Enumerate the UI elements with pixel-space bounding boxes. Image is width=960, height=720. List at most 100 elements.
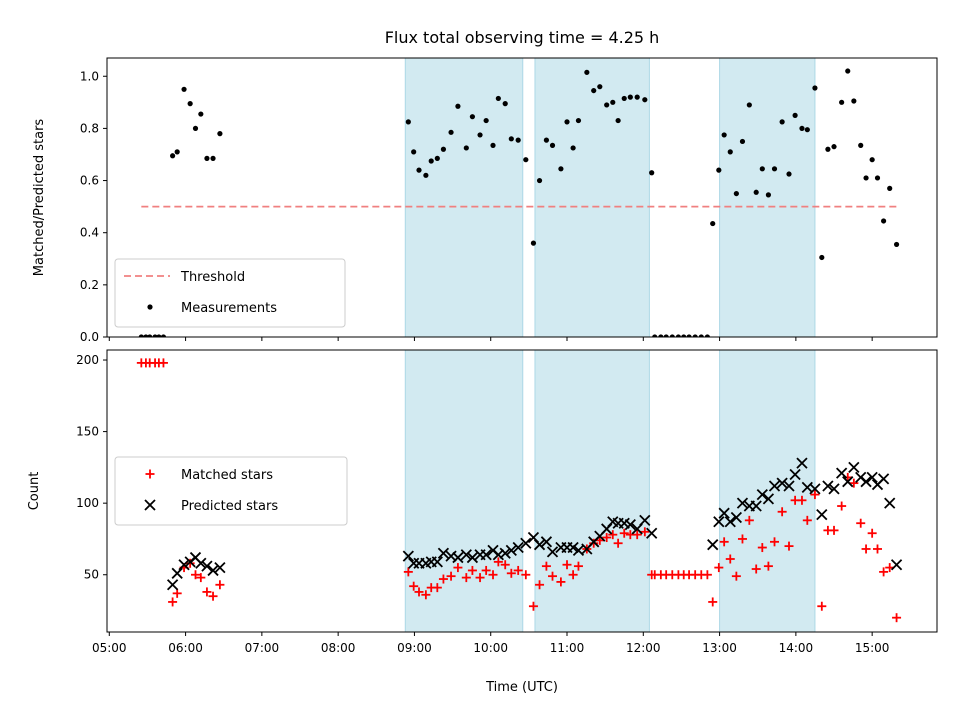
data-point [198, 111, 204, 117]
data-point-plus [215, 580, 225, 590]
data-point-plus [770, 537, 780, 547]
data-point [681, 334, 687, 337]
data-point [490, 142, 496, 148]
data-point-plus [461, 573, 471, 583]
y-tick-label: 200 [76, 353, 99, 367]
data-point-x [756, 488, 768, 501]
data-point [495, 95, 501, 102]
legend-marker [145, 469, 155, 479]
data-point-plus [867, 528, 877, 538]
data-point-x [520, 537, 532, 549]
data-point-x [713, 516, 725, 528]
axes-frame [106, 57, 938, 338]
data-point-plus [879, 567, 889, 577]
data-point-plus [158, 358, 168, 368]
data-point [610, 99, 616, 105]
data-point-plus [506, 568, 516, 578]
data-point [831, 144, 837, 150]
y-tick-label: 50 [84, 568, 99, 582]
data-point-plus [608, 530, 618, 540]
y-tick-label: 0.8 [80, 121, 99, 135]
data-point [634, 94, 640, 100]
data-point-plus [409, 581, 419, 591]
legend-marker [147, 304, 153, 310]
data-point [652, 334, 658, 337]
data-point-x [540, 536, 553, 548]
data-point [658, 334, 664, 337]
data-point [604, 102, 610, 108]
data-point [549, 142, 556, 148]
data-point [799, 125, 805, 132]
data-point [463, 145, 469, 151]
data-point [663, 334, 669, 337]
data-point [502, 101, 508, 107]
data-point-x [402, 550, 414, 562]
y-tick-label: 150 [76, 425, 99, 439]
data-point [642, 97, 648, 103]
data-point-x [195, 557, 207, 569]
data-point-plus [837, 501, 847, 511]
y-tick-label: 0.2 [80, 278, 99, 292]
data-point-plus [438, 574, 448, 584]
data-point-x [646, 527, 658, 539]
data-point-x [408, 557, 420, 569]
data-point-plus [714, 563, 724, 573]
data-point-x [776, 477, 788, 489]
data-point [765, 192, 772, 198]
data-point-plus [725, 554, 735, 564]
data-point-plus [702, 570, 712, 580]
data-point [858, 142, 864, 148]
data-point-x [171, 567, 183, 579]
data-point [874, 175, 881, 181]
series-matched-stars [136, 358, 902, 623]
data-point [440, 146, 447, 152]
data-point-x [718, 507, 730, 519]
data-point-x [201, 560, 213, 572]
data-point-plus [208, 591, 218, 601]
data-point-x [768, 480, 781, 492]
legend-label: Predicted stars [181, 499, 278, 514]
data-point [515, 137, 521, 143]
data-point-x [480, 549, 492, 561]
data-point-plus [797, 495, 807, 505]
data-point [692, 334, 698, 337]
legend-label: Measurements [181, 301, 277, 316]
data-point [627, 94, 633, 100]
data-point [710, 220, 716, 227]
data-point [508, 136, 514, 142]
data-point-x [639, 514, 651, 526]
data-point-plus [403, 567, 413, 577]
data-point [880, 218, 887, 224]
legend-box [114, 456, 348, 526]
legend-label: Matched stars [181, 468, 273, 483]
x-tick-label: 05:00 [92, 641, 127, 655]
data-point [170, 153, 176, 159]
data-point-plus [763, 561, 773, 571]
data-point-plus [719, 537, 729, 547]
data-point-plus [849, 478, 859, 488]
data-point-plus [589, 538, 599, 548]
data-point-plus [453, 563, 463, 573]
data-point-x [884, 497, 896, 509]
data-point [428, 158, 434, 164]
bottom-panel: 50 100 150 200 05:00 06:00 07:00 08:00 09:00 10:0… [27, 349, 938, 655]
data-point [448, 129, 454, 135]
data-point-plus [757, 543, 767, 553]
x-tick-label: 13:00 [702, 641, 737, 655]
data-point [649, 170, 655, 176]
data-point-x [546, 546, 559, 558]
data-point-plus [892, 613, 902, 623]
data-point-plus [421, 590, 431, 600]
data-point-plus [185, 558, 195, 568]
y-tick-label: 0.0 [80, 330, 99, 344]
data-point-plus [168, 597, 178, 607]
shaded-interval-1 [534, 349, 650, 633]
data-point-x [842, 476, 854, 488]
data-point-plus [737, 534, 747, 544]
data-point [621, 95, 627, 102]
data-point [686, 334, 692, 337]
data-point [147, 334, 153, 337]
data-point [591, 87, 597, 94]
shaded-interval-2 [719, 57, 816, 338]
data-point-plus [613, 538, 623, 548]
